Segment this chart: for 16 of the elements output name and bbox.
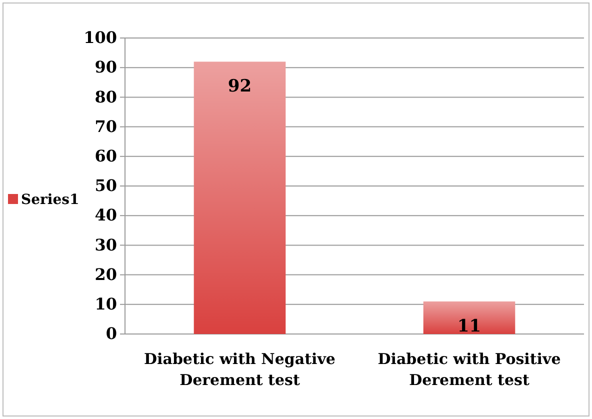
data-label: 11: [457, 316, 482, 336]
y-tick-label: 10: [94, 294, 117, 314]
y-tick-label: 30: [94, 235, 117, 254]
y-tick-label: 90: [94, 58, 117, 77]
y-tick-label: 50: [94, 176, 117, 196]
x-tick-label: Diabetic with Positive Derement test: [378, 350, 561, 389]
y-tick-label: 0: [106, 324, 117, 344]
y-tick-label: 40: [94, 206, 117, 225]
y-tick-label: 70: [94, 116, 117, 136]
x-tick-label: Diabetic with Negative Derement test: [144, 350, 336, 389]
legend-label: Series1: [21, 192, 80, 208]
y-tick-label: 20: [94, 264, 117, 284]
y-tick-label: 60: [94, 146, 117, 166]
data-label: 92: [228, 76, 252, 97]
y-tick-label: 80: [94, 87, 117, 106]
y-tick-label: 100: [84, 28, 117, 48]
